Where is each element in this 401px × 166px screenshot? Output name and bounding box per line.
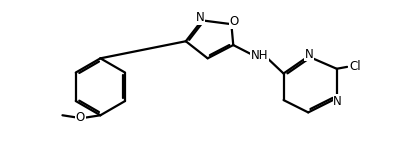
Text: Cl: Cl	[348, 60, 360, 73]
Text: NH: NH	[251, 48, 268, 62]
Text: O: O	[229, 15, 238, 28]
Text: O: O	[76, 111, 85, 124]
Text: N: N	[304, 47, 313, 61]
Text: N: N	[332, 94, 341, 108]
Text: N: N	[195, 11, 204, 25]
